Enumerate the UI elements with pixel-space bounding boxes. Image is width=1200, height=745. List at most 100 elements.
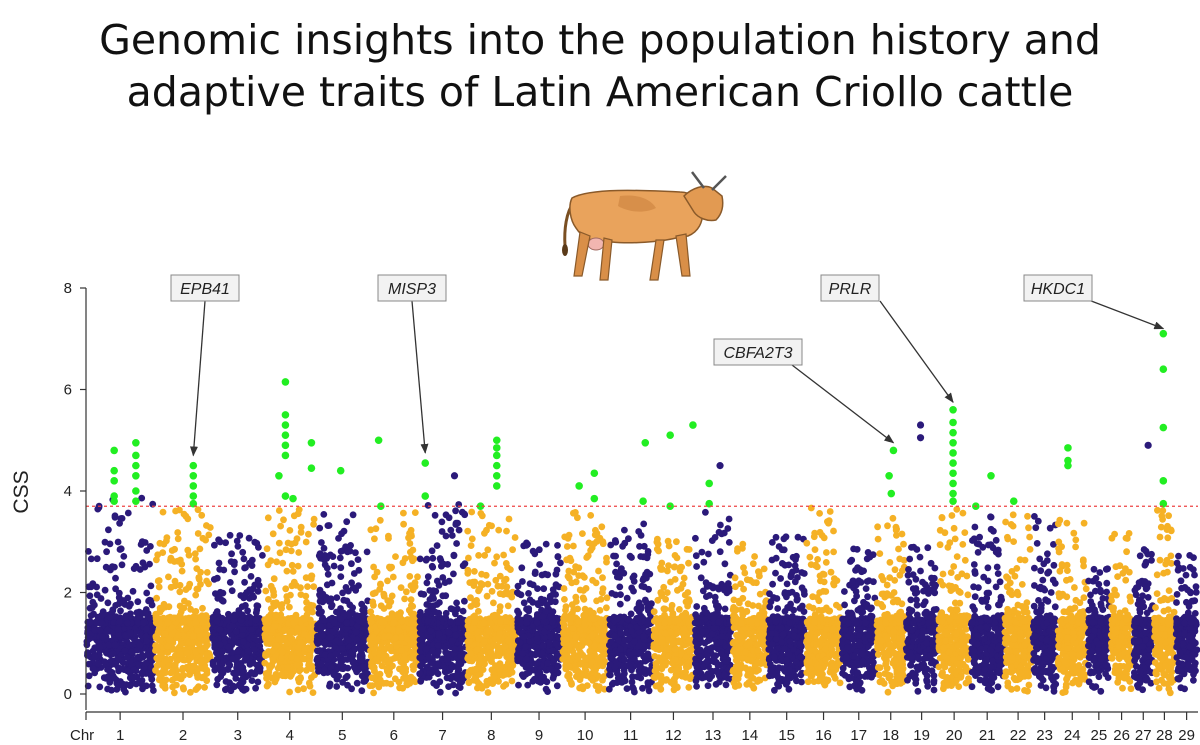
title-line-1: Genomic insights into the population his… bbox=[99, 16, 1101, 64]
snp-point bbox=[442, 532, 450, 540]
snp-point bbox=[316, 550, 324, 558]
snp-point bbox=[106, 540, 114, 548]
snp-point bbox=[467, 542, 475, 549]
snp-point bbox=[610, 552, 617, 560]
snp-point bbox=[534, 601, 542, 609]
snp-point bbox=[429, 592, 436, 600]
snp-point bbox=[97, 619, 105, 626]
snp-point bbox=[231, 568, 239, 576]
snp-point bbox=[363, 548, 371, 556]
snp-point bbox=[466, 638, 473, 646]
snp-point bbox=[371, 649, 378, 657]
snp-point bbox=[496, 590, 504, 598]
snp-point bbox=[297, 584, 304, 592]
snp-point bbox=[455, 526, 463, 534]
snp-point bbox=[185, 638, 192, 646]
snp-point bbox=[271, 622, 279, 630]
snp-point bbox=[490, 599, 497, 607]
snp-point bbox=[640, 520, 648, 528]
snp-point bbox=[603, 554, 610, 562]
snp-point bbox=[268, 674, 275, 682]
snp-point bbox=[187, 688, 194, 696]
snp-point bbox=[91, 601, 98, 609]
snp-point bbox=[429, 647, 436, 655]
snp-point bbox=[193, 671, 201, 678]
snp-point bbox=[438, 518, 446, 526]
chromosome-points-2 bbox=[152, 506, 215, 697]
snp-point bbox=[115, 682, 122, 689]
snp-point bbox=[401, 595, 408, 603]
snp-point bbox=[145, 597, 153, 605]
snp-point bbox=[241, 578, 249, 586]
snp-point bbox=[115, 656, 123, 664]
snp-point bbox=[254, 588, 262, 595]
snp-point bbox=[295, 549, 303, 556]
snp-point bbox=[343, 518, 351, 526]
snp-point bbox=[117, 607, 124, 615]
snp-point bbox=[504, 602, 512, 610]
snp-point bbox=[531, 676, 539, 683]
snp-point bbox=[400, 520, 407, 528]
snp-point bbox=[599, 676, 606, 684]
snp-point bbox=[262, 670, 270, 677]
snp-point bbox=[359, 611, 367, 619]
snp-point bbox=[225, 660, 233, 668]
snp-point bbox=[289, 568, 297, 575]
snp-point bbox=[497, 618, 504, 625]
snp-point bbox=[229, 622, 237, 629]
snp-point bbox=[403, 588, 410, 596]
snp-point bbox=[536, 561, 543, 568]
snp-point bbox=[84, 652, 91, 659]
snp-point bbox=[317, 660, 325, 668]
snp-point bbox=[146, 615, 154, 622]
snp-point bbox=[401, 555, 409, 562]
snp-point bbox=[387, 598, 395, 606]
snp-point bbox=[572, 563, 579, 571]
snp-point bbox=[436, 599, 443, 606]
snp-point bbox=[568, 601, 576, 609]
snp-point bbox=[397, 634, 405, 641]
snp-point bbox=[140, 619, 147, 627]
snp-point bbox=[302, 592, 310, 600]
snp-point bbox=[101, 658, 108, 666]
snp-point bbox=[300, 685, 307, 693]
snp-point bbox=[342, 543, 349, 551]
snp-point bbox=[200, 673, 208, 680]
snp-point bbox=[232, 675, 240, 682]
snp-point bbox=[575, 618, 582, 626]
snp-point bbox=[320, 511, 328, 518]
snp-point bbox=[251, 581, 259, 589]
snp-point bbox=[434, 642, 442, 649]
snp-point bbox=[156, 608, 164, 616]
snp-point bbox=[405, 534, 412, 542]
snp-point bbox=[256, 667, 264, 675]
snp-point bbox=[270, 575, 278, 583]
snp-point bbox=[272, 611, 280, 619]
snp-point bbox=[282, 585, 290, 593]
snp-point bbox=[483, 592, 491, 600]
snp-point bbox=[164, 649, 172, 656]
snp-point bbox=[455, 501, 463, 508]
snp-point bbox=[450, 570, 457, 578]
snp-point bbox=[309, 689, 317, 696]
snp-point bbox=[544, 571, 552, 579]
snp-point bbox=[420, 591, 428, 598]
snp-point bbox=[138, 670, 146, 678]
chromosome-points-7 bbox=[416, 501, 469, 697]
snp-point bbox=[176, 506, 183, 514]
snp-point bbox=[511, 534, 519, 541]
snp-point bbox=[333, 683, 341, 690]
snp-point bbox=[607, 654, 615, 662]
snp-point bbox=[561, 596, 568, 603]
snp-point bbox=[568, 614, 576, 622]
snp-point bbox=[87, 612, 95, 619]
snp-point bbox=[134, 598, 142, 606]
snp-point bbox=[104, 599, 112, 607]
snp-point bbox=[171, 545, 179, 553]
snp-point bbox=[472, 665, 479, 673]
page-title: Genomic insights into the population his… bbox=[0, 14, 1200, 118]
snp-point bbox=[411, 509, 419, 516]
snp-point bbox=[628, 678, 636, 686]
snp-point bbox=[476, 660, 484, 667]
snp-point bbox=[233, 670, 240, 677]
